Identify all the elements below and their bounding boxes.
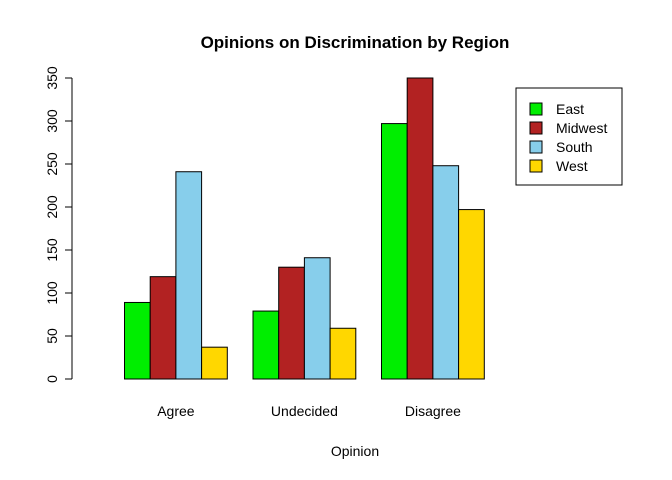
legend-label-midwest: Midwest xyxy=(556,120,607,136)
bar-west-agree xyxy=(201,346,228,380)
bar-east-agree xyxy=(124,301,151,380)
bar-west-disagree xyxy=(458,209,485,380)
legend-label-west: West xyxy=(556,158,588,174)
y-tick-label: 250 xyxy=(44,152,60,176)
y-tick-label: 300 xyxy=(44,109,60,133)
bar-midwest-agree xyxy=(149,276,177,380)
bar-east-undecided xyxy=(252,310,280,380)
bar-south-disagree xyxy=(432,165,460,380)
bar-midwest-disagree xyxy=(406,77,434,380)
y-tick-label: 0 xyxy=(44,375,60,383)
bar-west-undecided xyxy=(329,327,357,380)
chart-title: Opinions on Discrimination by Region xyxy=(201,33,510,52)
y-tick-label: 50 xyxy=(44,328,60,344)
x-category-label: Agree xyxy=(157,403,195,419)
y-tick-label: 150 xyxy=(44,238,60,262)
legend-swatch-midwest xyxy=(529,121,543,135)
bar-midwest-undecided xyxy=(278,266,305,380)
legend-swatch-east xyxy=(529,102,543,116)
bar-south-undecided xyxy=(303,257,331,380)
x-category-label: Disagree xyxy=(405,403,461,419)
y-tick-label: 350 xyxy=(44,66,60,90)
x-category-label: Undecided xyxy=(271,403,338,419)
x-axis-labels: Agree Undecided Disagree xyxy=(157,403,461,419)
legend-swatch-west xyxy=(529,159,543,173)
legend-label-east: East xyxy=(556,101,584,117)
bar-south-agree xyxy=(175,171,203,380)
y-tick-label: 100 xyxy=(44,281,60,305)
y-axis: 0 50 100 150 200 250 300 350 xyxy=(44,66,73,383)
legend-label-south: South xyxy=(556,139,593,155)
bars xyxy=(124,77,485,380)
legend-swatch-south xyxy=(529,140,543,154)
y-tick-label: 200 xyxy=(44,195,60,219)
bar-east-disagree xyxy=(381,123,408,380)
legend: East Midwest South West xyxy=(515,87,623,186)
x-axis-title: Opinion xyxy=(331,443,379,459)
